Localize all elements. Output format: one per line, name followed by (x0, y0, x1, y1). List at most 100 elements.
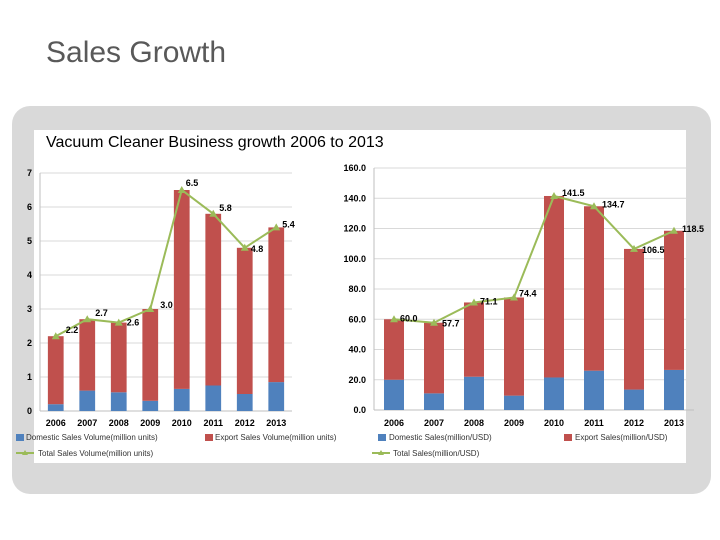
volume-category-label: 2011 (203, 418, 223, 428)
sales-value-total-marker (390, 315, 398, 323)
volume-export-bar (173, 190, 190, 389)
sales-value-ytick-label: 120.0 (343, 224, 366, 234)
volume-total-label: 2.7 (95, 308, 108, 318)
sales-value-export-bar (584, 206, 604, 371)
sales-value-domestic-bar (424, 393, 444, 410)
volume-ytick-label: 3 (27, 304, 32, 314)
sales-value-ytick-label: 100.0 (343, 254, 366, 264)
volume-domestic-bar (205, 385, 222, 411)
volume-total-label: 2.6 (127, 318, 140, 328)
sales-value-ytick-label: 0.0 (353, 405, 366, 415)
volume-total-marker (272, 223, 281, 231)
sales-value-domestic-bar (544, 377, 564, 410)
sales-value-total-label: 60.0 (400, 313, 418, 323)
sales-value-total-marker (470, 298, 478, 306)
volume-domestic-bar (47, 404, 64, 411)
sales-value-ytick-label: 160.0 (343, 163, 366, 173)
sales-value-category-label: 2006 (384, 418, 404, 428)
sales-value-export-bar (384, 319, 404, 380)
volume-category-label: 2013 (266, 418, 286, 428)
sales-value-total-label: 74.4 (519, 288, 537, 298)
volume-domestic-bar (268, 382, 285, 411)
sales-value-domestic-bar (464, 376, 484, 410)
volume-total-label: 4.8 (251, 244, 264, 254)
sales-value-category-label: 2008 (464, 418, 484, 428)
sales-value-category-label: 2009 (504, 418, 524, 428)
volume-total-marker (83, 315, 92, 323)
volume-category-label: 2012 (235, 418, 255, 428)
volume-export-bar (142, 309, 159, 401)
sales-value-ytick-label: 40.0 (348, 345, 366, 355)
volume-category-label: 2010 (172, 418, 192, 428)
volume-legend-label: Total Sales Volume(million units) (38, 449, 153, 458)
sales-value-total-marker (550, 191, 558, 199)
sales-value-total-label: 106.5 (642, 245, 665, 255)
sales-value-legend-marker (378, 450, 384, 455)
volume-total-marker (177, 186, 186, 193)
volume-ytick-label: 5 (27, 236, 32, 246)
sales-value-export-bar (424, 322, 444, 394)
volume-ytick-label: 4 (27, 270, 32, 280)
sales-value-export-bar (664, 230, 684, 370)
sales-value-ytick-label: 80.0 (348, 284, 366, 294)
volume-total-marker (51, 332, 60, 340)
sales-value-total-marker (670, 226, 678, 234)
volume-export-bar (268, 227, 285, 383)
volume-legend-marker (22, 450, 28, 455)
volume-total-marker (209, 209, 218, 217)
volume-category-label: 2008 (109, 418, 129, 428)
volume-legend-swatch (205, 434, 213, 441)
sales-value-legend-swatch (564, 434, 572, 441)
volume-total-label: 5.8 (219, 203, 232, 213)
volume-export-bar (110, 322, 127, 393)
sales-value-export-bar (464, 302, 484, 377)
volume-export-bar (205, 213, 222, 386)
sales-value-domestic-bar (664, 369, 684, 410)
sales-value-total-label: 141.5 (562, 188, 585, 198)
volume-legend-label: Export Sales Volume(million units) (215, 433, 337, 442)
volume-export-bar (79, 319, 96, 391)
sales-value-export-bar (544, 195, 564, 378)
sales-value-total-label: 134.7 (602, 199, 625, 209)
volume-category-label: 2007 (77, 418, 97, 428)
volume-total-marker (114, 318, 123, 326)
sales-value-domestic-bar (584, 370, 604, 410)
volume-ytick-label: 6 (27, 202, 32, 212)
sales-value-export-bar (504, 297, 524, 396)
volume-legend-label: Domestic Sales Volume(million units) (26, 433, 158, 442)
sales-value-total-marker (430, 318, 438, 326)
volume-legend-swatch (16, 434, 24, 441)
sales-value-category-label: 2012 (624, 418, 644, 428)
sales-value-total-label: 57.7 (442, 319, 460, 329)
sales-value-ytick-label: 140.0 (343, 193, 366, 203)
volume-total-label: 2.2 (66, 325, 79, 335)
sales-value-total-marker (510, 293, 518, 301)
volume-total-label: 3.0 (160, 300, 173, 310)
volume-domestic-bar (236, 394, 253, 411)
sales-value-total-label: 71.1 (480, 296, 498, 306)
volume-ytick-label: 0 (27, 406, 32, 416)
volume-domestic-bar (173, 388, 190, 411)
sales-value-export-bar (624, 248, 644, 390)
sales-value-domestic-bar (384, 379, 404, 410)
volume-ytick-label: 7 (27, 168, 32, 178)
slide-title: Sales Growth (46, 36, 227, 69)
sales-value-domestic-bar (624, 389, 644, 410)
sales-value-category-label: 2013 (664, 418, 684, 428)
volume-total-label: 5.4 (282, 219, 295, 229)
volume-domestic-bar (142, 400, 159, 411)
sales-value-legend-label: Total Sales(million/USD) (393, 449, 480, 458)
volume-total-marker (146, 305, 155, 312)
volume-total-line (55, 188, 277, 338)
sales-value-category-label: 2011 (584, 418, 604, 428)
sales-value-ytick-label: 60.0 (348, 314, 366, 324)
volume-total-marker (240, 243, 249, 251)
sales-value-legend-label: Export Sales(million/USD) (575, 433, 668, 442)
chart-subtitle: Vacuum Cleaner Business growth 2006 to 2… (44, 134, 386, 152)
volume-category-label: 2006 (46, 418, 66, 428)
sales-value-ytick-label: 20.0 (348, 375, 366, 385)
volume-ytick-label: 2 (27, 338, 32, 348)
sales-value-total-marker (630, 244, 638, 252)
sales-value-category-label: 2007 (424, 418, 444, 428)
